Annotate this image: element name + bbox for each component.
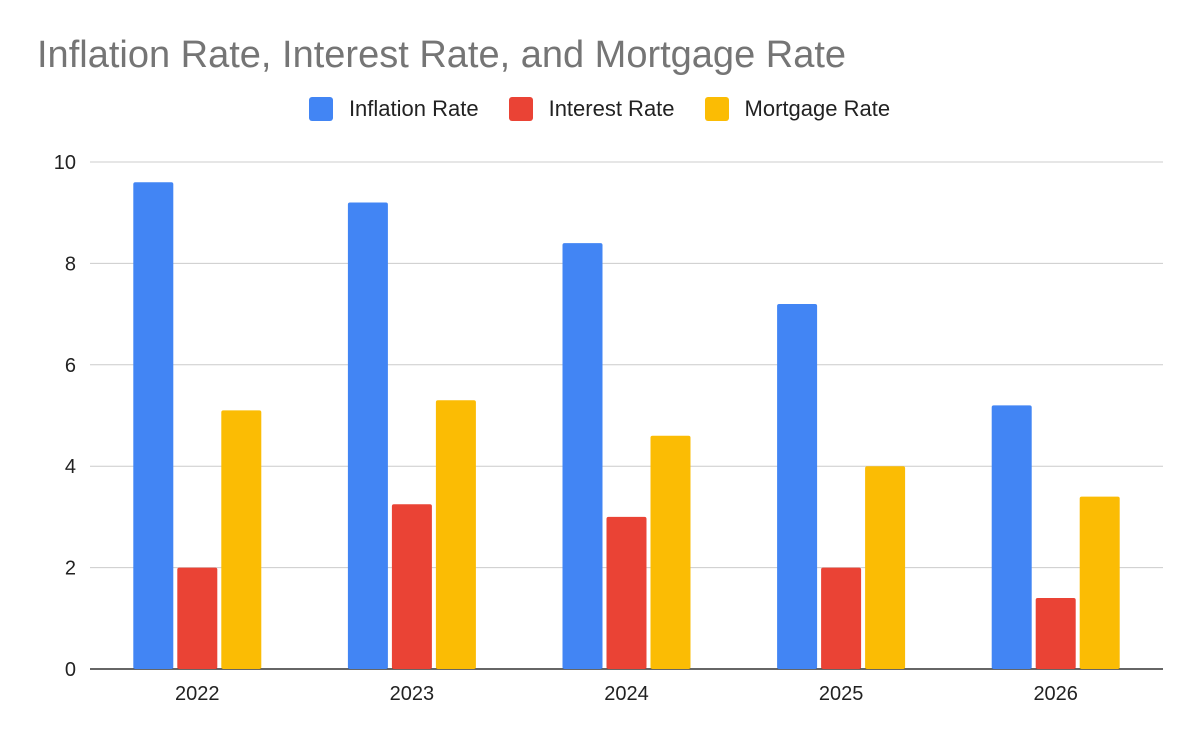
bar-interest-rate-2025	[821, 567, 862, 669]
y-tick-label: 2	[65, 558, 76, 580]
x-tick-label: 2025	[819, 683, 864, 705]
bar-interest-rate-2026	[1035, 598, 1076, 669]
bar-mortgage-rate-2023	[435, 400, 476, 669]
chart-title: Inflation Rate, Interest Rate, and Mortg…	[37, 34, 847, 76]
legend-swatch-mortgage-rate	[704, 97, 729, 121]
chart-legend: Inflation Rate Interest Rate Mortgage Ra…	[0, 96, 1199, 122]
bar-inflation-rate-2022	[133, 182, 174, 669]
x-tick-label: 2026	[1033, 683, 1078, 705]
legend-item-mortgage-rate: Mortgage Rate	[704, 96, 891, 122]
y-tick-label: 4	[65, 456, 76, 478]
x-tick-label: 2024	[604, 683, 649, 705]
bar-mortgage-rate-2025	[865, 466, 906, 669]
bar-interest-rate-2024	[606, 516, 647, 669]
bar-inflation-rate-2026	[991, 405, 1032, 669]
legend-swatch-interest-rate	[508, 97, 533, 121]
y-tick-label: 0	[65, 659, 76, 681]
x-tick-label: 2022	[175, 683, 220, 705]
x-tick-label: 2023	[390, 683, 435, 705]
y-tick-label: 6	[65, 355, 76, 377]
bar-interest-rate-2023	[391, 504, 432, 669]
bar-inflation-rate-2025	[777, 303, 818, 669]
bar-inflation-rate-2024	[562, 243, 603, 669]
bar-mortgage-rate-2022	[221, 410, 262, 669]
bar-mortgage-rate-2026	[1079, 496, 1120, 669]
y-tick-label: 10	[54, 152, 76, 174]
legend-label-interest-rate: Interest Rate	[548, 96, 675, 121]
legend-swatch-inflation-rate	[308, 97, 333, 121]
legend-label-inflation-rate: Inflation Rate	[348, 96, 479, 121]
bar-inflation-rate-2023	[347, 202, 388, 669]
legend-item-inflation-rate: Inflation Rate	[308, 96, 479, 122]
y-tick-label: 8	[65, 253, 76, 275]
bar-mortgage-rate-2024	[650, 435, 691, 669]
legend-label-mortgage-rate: Mortgage Rate	[744, 96, 891, 121]
bar-interest-rate-2022	[177, 567, 218, 669]
legend-item-interest-rate: Interest Rate	[508, 96, 675, 122]
